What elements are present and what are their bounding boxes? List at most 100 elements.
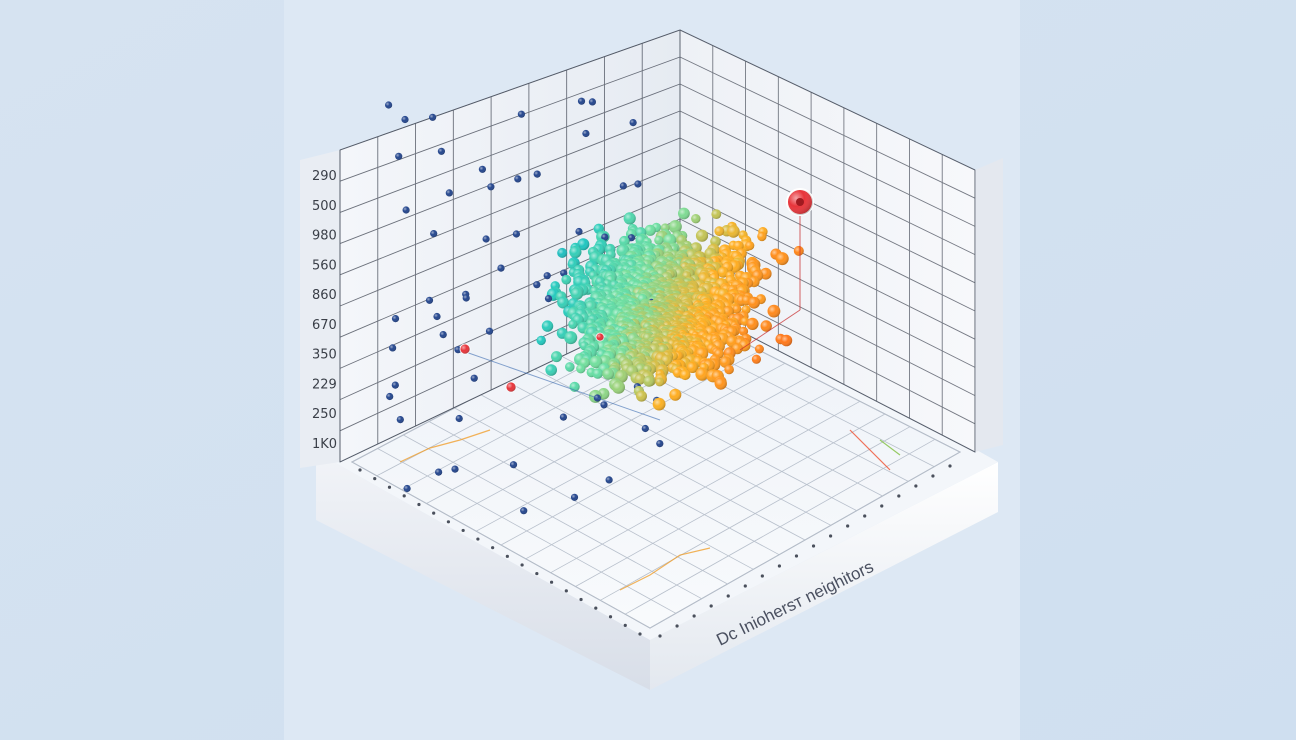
scatter-point-shade [509,461,518,469]
floor-tick-mark [432,511,436,515]
left-grid-hline [339,137,681,276]
scatter-point-shade [793,245,804,256]
scatter-point-shade [634,373,646,385]
scatter-point-shade [775,252,789,266]
floor-tick-mark [760,574,764,578]
floor-tick-mark [461,528,465,533]
floor-tick-mark [387,485,392,489]
left-grid-hline [339,29,681,151]
scatter-point-shade [391,381,399,389]
y-tick-label: 860 [312,288,337,303]
right-grid-hline [679,164,976,312]
scatter-point-shade [514,175,522,183]
y-tick-label: 500 [312,199,337,214]
scatter-point-shade [691,214,701,224]
scatter-point-shade [780,334,793,347]
right-grid-hline [679,29,976,171]
scatter-point-shade [561,274,572,285]
scatter-point-shade [668,220,682,234]
floor-tick-mark [828,534,833,538]
scatter-point-shade [551,351,562,363]
scatter-point-shade [669,388,682,401]
floor-grid-line [600,426,911,601]
floor-tick-mark [491,546,495,550]
floor-tick-mark [931,474,935,478]
scatter-point-shade [757,231,767,242]
scatter-point-shade [695,229,709,242]
scatter-point-shade [714,226,725,237]
scatter-point-shade [541,320,554,332]
scatter-point-shade [589,355,603,369]
floor-tick-mark [594,606,598,610]
scatter-point-shade [536,335,546,346]
scatter-point-shade [429,113,437,121]
highlighted-point-core [796,198,804,206]
scatter-point-shade [568,319,578,329]
scatter-point-shade [487,183,495,191]
floor-tick-mark [948,464,952,468]
floor-tick-mark [880,504,884,508]
floor-trend-lines [399,429,901,591]
scatter-point-shade [577,97,586,105]
scatter-point-shade [395,152,403,160]
right-grid-hline [679,83,976,227]
scatter-point-shade [748,296,760,309]
floor-tick-mark [476,537,480,541]
scatter-point-shade [402,206,410,214]
floor-grid-line [649,451,961,629]
scatter-point-shade [619,182,627,190]
scatter-point-shade [636,390,647,402]
floor-tick-mark [373,477,377,481]
highlighted-point-shade [460,344,470,354]
scatter-point-shade [732,304,742,314]
floor-grid-line [500,375,811,546]
scatter-point-shade [497,264,505,272]
floor-tick-mark [638,632,642,636]
floor-tick-mark [505,554,509,558]
scatter-point-shade [600,401,608,409]
scatter-point-shade [482,235,490,243]
floor-tick-mark [743,584,747,588]
scatter-point-shade [602,368,614,380]
scatter-point-shade [396,416,404,424]
scatter-point-shade [557,296,569,309]
right-grid-hline [679,191,976,340]
scatter-point-shade [544,295,553,303]
scatter-point-shade [576,364,586,374]
floor-grid-line [525,388,836,560]
scatter-point-shade [679,369,691,381]
scatter-point-shade [656,440,664,448]
scatter-point-shade [430,230,438,238]
scatter-point-shade [623,212,636,225]
scatter-point-shade [627,234,636,242]
scatter-point-shade [445,189,453,197]
scatter-point-shade [751,354,762,364]
floor-tick-mark [358,468,362,472]
floor-tick-labels [358,464,952,638]
scatter-point-shade [564,331,578,345]
floor-tick-mark [564,589,568,593]
floor-tick-mark [608,615,613,619]
floor-tick-mark [402,494,406,498]
floor-grid-line [624,438,936,615]
floor-tick-mark [675,624,679,628]
scatter-point-shade [724,364,734,375]
floor-tick-mark [897,494,901,498]
scatter-point-shade [695,367,709,381]
scatter-point-shade [577,238,590,251]
y-tick-label: 350 [312,348,337,363]
scatter-point-shade [569,245,582,259]
scatter-point-shade [543,272,551,280]
scatter-point-shade [767,304,781,318]
scatter-point-shade [714,377,727,390]
y-tick-label: 229 [312,377,337,392]
scatter-point-shade [619,235,630,247]
floor-tick-mark [777,564,782,568]
scatter-point-shade [517,110,526,118]
floor-tick-mark [579,597,583,602]
scatter-point-shade [435,468,443,476]
scatter-point-shade [512,230,521,238]
right-grid-hline [679,110,976,256]
scatter-point-shade [582,129,590,138]
